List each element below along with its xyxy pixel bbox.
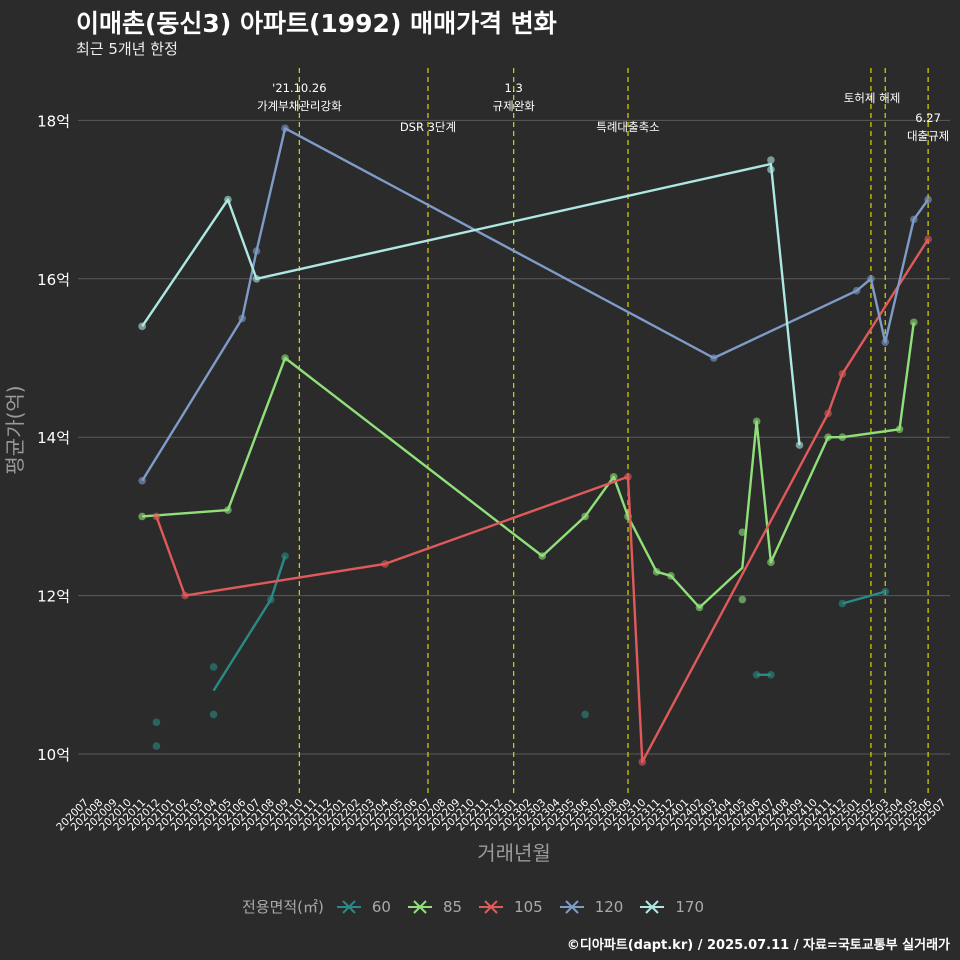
data-point [209, 663, 218, 671]
event-label: DSR 3단계 [400, 120, 456, 134]
series-170 [138, 156, 804, 449]
data-point [752, 417, 761, 426]
data-point [795, 441, 804, 449]
data-point [881, 587, 890, 596]
data-point [281, 552, 289, 560]
data-point [924, 235, 932, 243]
data-point [224, 195, 232, 204]
data-point [824, 433, 832, 442]
legend-key-60 [336, 899, 361, 914]
data-point [667, 572, 675, 580]
data-point [281, 124, 289, 133]
data-point [767, 165, 775, 174]
data-point [152, 718, 161, 727]
data-point [638, 758, 647, 766]
data-point [138, 512, 146, 521]
data-point [281, 354, 289, 362]
event-label: 1.3 [505, 81, 523, 95]
legend-key-85 [407, 899, 432, 914]
legend-key-120 [559, 899, 584, 914]
legend-item-85: 85 [405, 897, 462, 917]
series-105 [152, 235, 932, 766]
legend-item-120: 120 [557, 897, 624, 917]
data-point [767, 156, 775, 164]
data-point [581, 512, 589, 521]
data-point [224, 506, 232, 514]
legend-label: 120 [594, 897, 624, 916]
source-credit: ©디아파트(dapt.kr) / 2025.07.11 / 자료=국토교통부 실… [566, 938, 950, 953]
data-point [138, 322, 146, 331]
data-point [695, 603, 704, 612]
data-point [867, 275, 875, 283]
data-point [709, 354, 718, 362]
data-point [881, 338, 890, 346]
data-point [910, 215, 918, 224]
y-tick-label: 18억 [37, 112, 70, 130]
series-line [842, 590, 886, 605]
data-point [838, 433, 847, 442]
legend-key-170 [640, 899, 665, 914]
legend-label: 170 [675, 897, 704, 916]
data-point [538, 552, 547, 560]
event-label: 6.27 [915, 111, 941, 125]
data-point [581, 710, 589, 719]
legend-label: 85 [442, 897, 463, 916]
series-line [142, 322, 915, 609]
data-point [838, 370, 847, 378]
event-label: 가계부채관리강화 [257, 99, 342, 113]
y-tick-label: 10억 [37, 746, 70, 764]
series-120 [138, 124, 932, 485]
data-point [924, 195, 932, 204]
legend-key-105 [479, 899, 504, 914]
data-point [652, 568, 661, 576]
y-tick-label: 14억 [37, 429, 70, 447]
data-point [738, 528, 747, 537]
data-point [624, 473, 632, 481]
event-label: 토허제 해제 [844, 91, 901, 105]
y-axis-title: 평균가(억) [3, 385, 27, 474]
series-line [141, 127, 930, 482]
chart-subtitle: 최근 5개년 한정 [76, 40, 178, 58]
data-point [152, 512, 161, 521]
series-line [212, 555, 287, 692]
data-point [767, 671, 775, 679]
x-axis-title: 거래년월 [477, 841, 551, 865]
chart-title: 이매촌(동신3) 아파트(1992) 매매가격 변화 [76, 9, 557, 38]
data-point [266, 595, 275, 604]
data-point [181, 591, 189, 600]
data-point [852, 286, 861, 295]
legend-label: 105 [514, 897, 543, 916]
series-line [155, 238, 930, 764]
legend-item-170: 170 [637, 897, 704, 917]
data-point [381, 560, 389, 568]
legend: 전용면적(㎡) 60 85 105 120 170 [0, 896, 960, 917]
event-label: '21.10.26 [272, 81, 326, 95]
y-tick-label: 16억 [37, 271, 70, 289]
event-label: 특례대출축소 [596, 120, 659, 134]
data-point [209, 710, 218, 719]
data-point [152, 742, 161, 750]
series-line [141, 162, 801, 446]
data-point [824, 409, 832, 418]
data-point [738, 595, 747, 604]
data-point [609, 473, 618, 481]
data-point [238, 314, 246, 323]
data-point [838, 599, 847, 608]
event-label: 규제완화 [493, 99, 536, 113]
data-point [252, 275, 261, 283]
data-point [252, 247, 261, 255]
data-point [895, 425, 904, 434]
data-point [752, 671, 761, 679]
legend-item-60: 60 [334, 897, 391, 917]
legend-item-105: 105 [476, 897, 543, 917]
data-point [767, 558, 775, 567]
event-label: 대출규제 [907, 129, 949, 143]
data-point [138, 476, 146, 485]
legend-title: 전용면적(㎡) [241, 898, 324, 916]
series-60 [152, 552, 890, 750]
data-point [910, 318, 918, 327]
legend-label: 60 [371, 897, 391, 916]
y-tick-label: 12억 [37, 588, 70, 606]
